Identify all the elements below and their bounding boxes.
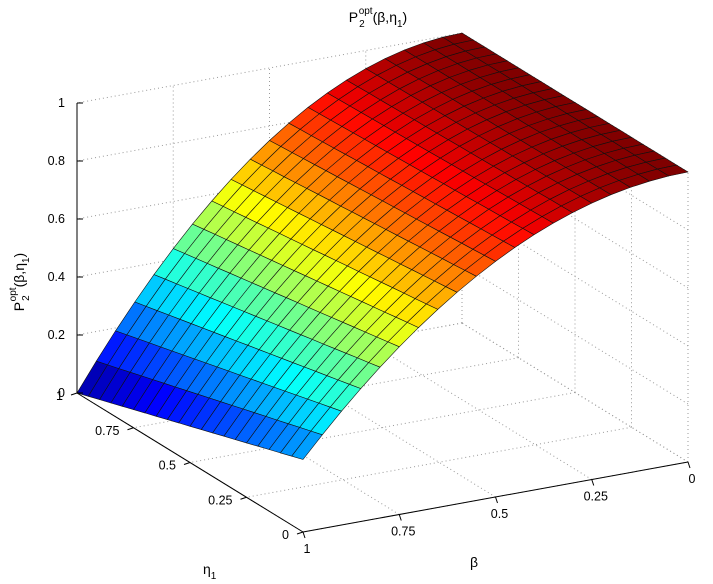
wall-grid-line [461,206,689,347]
beta-tick-label: 0 [689,472,696,486]
z-tick-label: 0 [58,386,65,400]
eta1-tick-label: 0.5 [159,459,176,473]
eta1-tick-mark [183,462,191,465]
beta-tick-label: 0.75 [391,525,415,539]
eta1-tick-label: 0.25 [208,493,232,507]
wall-grid-line [461,148,689,289]
wall-grid-line [461,322,689,463]
beta-tick-mark [495,496,498,504]
axes [70,102,691,539]
eta1-tick-label: 1 [56,389,63,403]
z-axis-label: P2opt(β,η1) [8,253,32,311]
z-tick-label: 0.4 [48,270,65,284]
z-tick-label: 0.6 [48,212,65,226]
beta-tick-label: 1 [304,542,311,556]
eta1-tick-mark [127,427,134,431]
surface-mesh [76,32,689,460]
beta-tick-mark [398,514,402,521]
x-axis-label: β [470,554,478,570]
floor-grid-line [269,357,496,498]
floor-grid-line [365,340,593,480]
y-axis-label: η1 [203,561,217,582]
beta-tick-mark [687,461,691,469]
z-tick-label: 1 [58,96,65,110]
chart-title: P2opt(β,η1) [349,6,407,30]
beta-tick-mark [302,531,306,539]
beta-tick-mark [591,479,595,486]
surface-patch [291,430,323,460]
eta1-tick-mark [296,531,304,535]
z-tick-label: 0.2 [48,328,65,342]
eta1-tick-label: 0.75 [95,424,119,438]
beta-tick-label: 0.25 [584,490,608,504]
eta1-tick-mark [70,392,78,396]
z-tick-label: 0.8 [48,154,65,168]
eta1-tick-label: 0 [282,528,289,542]
eta1-tick-mark [240,496,247,500]
wall-grid-line [461,264,689,405]
beta-tick-label: 0.5 [491,507,508,521]
